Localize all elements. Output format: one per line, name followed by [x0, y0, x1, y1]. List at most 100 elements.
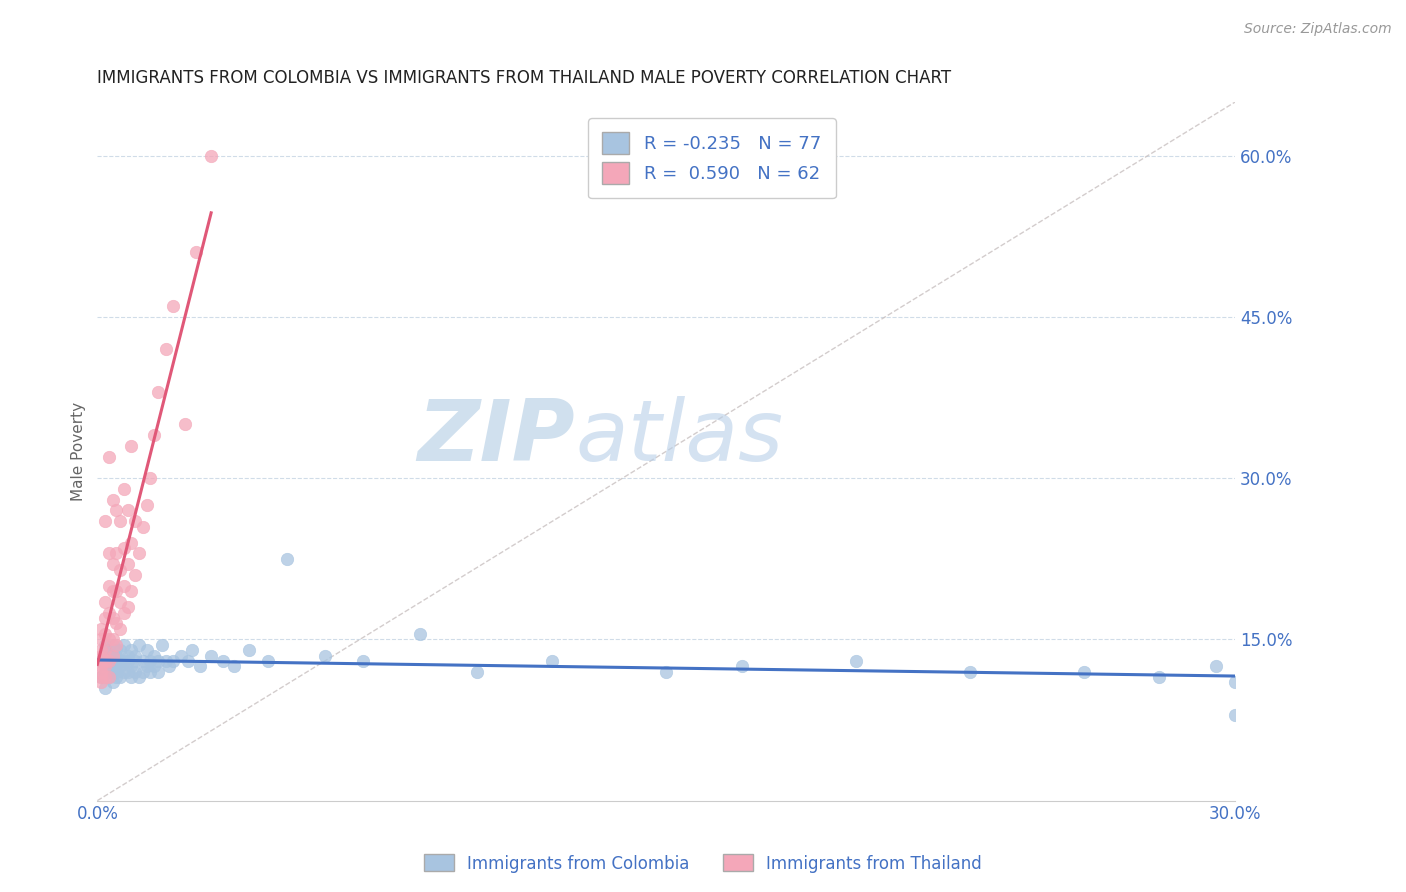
- Point: [150, 638, 173, 652]
- Point: [465, 665, 488, 679]
- Point: [181, 643, 204, 657]
- Point: [128, 546, 150, 560]
- Point: [108, 595, 131, 609]
- Point: [238, 643, 260, 657]
- Point: [128, 670, 150, 684]
- Point: [94, 643, 117, 657]
- Point: [124, 568, 146, 582]
- Point: [94, 654, 117, 668]
- Point: [314, 648, 336, 663]
- Point: [124, 665, 146, 679]
- Point: [101, 611, 124, 625]
- Point: [97, 654, 120, 668]
- Legend: Immigrants from Colombia, Immigrants from Thailand: Immigrants from Colombia, Immigrants fro…: [418, 847, 988, 880]
- Point: [222, 659, 245, 673]
- Point: [105, 659, 128, 673]
- Point: [94, 665, 117, 679]
- Point: [155, 342, 177, 356]
- Point: [121, 643, 143, 657]
- Point: [101, 584, 124, 599]
- Point: [143, 659, 166, 673]
- Point: [105, 584, 128, 599]
- Point: [90, 632, 112, 647]
- Point: [108, 659, 131, 673]
- Point: [139, 665, 162, 679]
- Point: [157, 659, 180, 673]
- Point: [105, 616, 128, 631]
- Point: [112, 482, 135, 496]
- Legend: R = -0.235   N = 77, R =  0.590   N = 62: R = -0.235 N = 77, R = 0.590 N = 62: [588, 118, 835, 198]
- Point: [90, 659, 112, 673]
- Text: ZIP: ZIP: [418, 396, 575, 479]
- Point: [101, 492, 124, 507]
- Point: [1073, 665, 1095, 679]
- Point: [101, 665, 124, 679]
- Point: [541, 654, 564, 668]
- Point: [90, 670, 112, 684]
- Point: [94, 514, 117, 528]
- Point: [121, 584, 143, 599]
- Point: [105, 503, 128, 517]
- Point: [139, 471, 162, 485]
- Point: [121, 670, 143, 684]
- Point: [101, 557, 124, 571]
- Point: [97, 546, 120, 560]
- Point: [108, 643, 131, 657]
- Point: [124, 648, 146, 663]
- Point: [90, 648, 112, 663]
- Point: [94, 638, 117, 652]
- Point: [177, 654, 200, 668]
- Point: [117, 648, 139, 663]
- Point: [94, 681, 117, 695]
- Point: [94, 654, 117, 668]
- Point: [184, 245, 207, 260]
- Point: [112, 654, 135, 668]
- Point: [90, 622, 112, 636]
- Point: [162, 299, 184, 313]
- Point: [97, 648, 120, 663]
- Point: [90, 675, 112, 690]
- Point: [105, 665, 128, 679]
- Point: [143, 428, 166, 442]
- Point: [112, 638, 135, 652]
- Point: [121, 659, 143, 673]
- Point: [97, 643, 120, 657]
- Point: [101, 654, 124, 668]
- Point: [108, 562, 131, 576]
- Point: [188, 659, 211, 673]
- Point: [124, 514, 146, 528]
- Point: [352, 654, 374, 668]
- Point: [112, 541, 135, 555]
- Point: [108, 622, 131, 636]
- Point: [1225, 707, 1247, 722]
- Point: [146, 654, 169, 668]
- Text: atlas: atlas: [575, 396, 783, 479]
- Point: [105, 648, 128, 663]
- Point: [173, 417, 195, 432]
- Point: [112, 579, 135, 593]
- Point: [162, 654, 184, 668]
- Point: [124, 654, 146, 668]
- Point: [200, 149, 222, 163]
- Point: [1149, 670, 1171, 684]
- Point: [257, 654, 280, 668]
- Point: [105, 643, 128, 657]
- Point: [101, 648, 124, 663]
- Point: [112, 606, 135, 620]
- Point: [94, 659, 117, 673]
- Point: [97, 579, 120, 593]
- Point: [90, 654, 112, 668]
- Point: [94, 627, 117, 641]
- Point: [117, 654, 139, 668]
- Point: [97, 632, 120, 647]
- Point: [105, 638, 128, 652]
- Point: [135, 659, 157, 673]
- Point: [1225, 675, 1247, 690]
- Point: [101, 675, 124, 690]
- Point: [90, 665, 112, 679]
- Point: [94, 670, 117, 684]
- Point: [97, 606, 120, 620]
- Point: [276, 551, 298, 566]
- Point: [655, 665, 678, 679]
- Point: [117, 557, 139, 571]
